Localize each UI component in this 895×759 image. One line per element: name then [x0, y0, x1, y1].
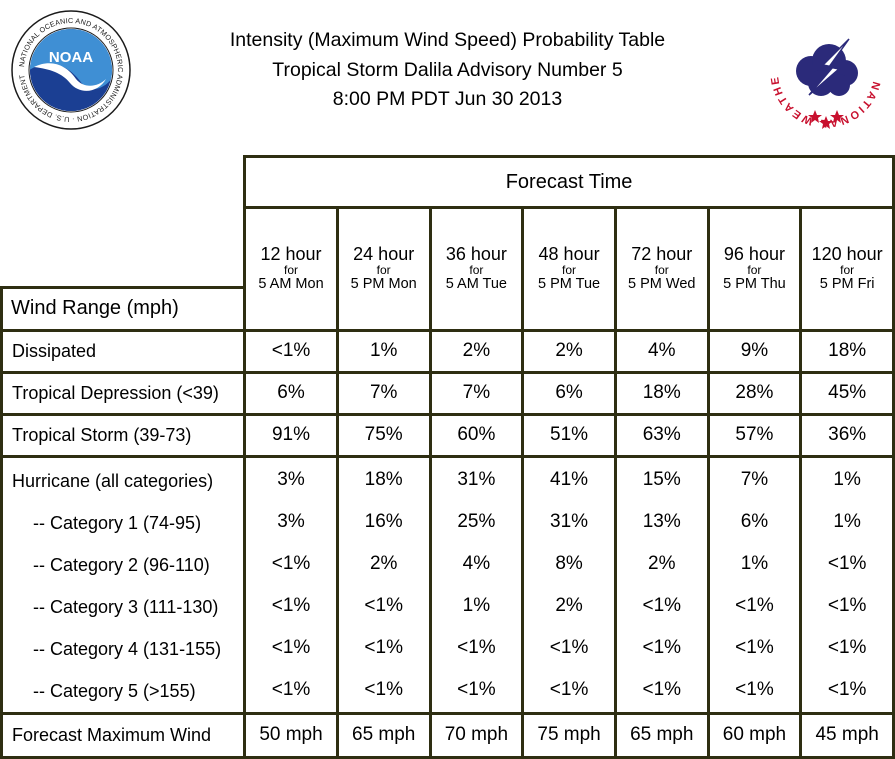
table-cell: 65 mph — [335, 711, 432, 759]
table-cell: 63% — [613, 412, 710, 458]
table-corner-2 — [2, 208, 245, 288]
hurricane-cell: 41% 31% 8% 2% <1% <1% — [521, 454, 617, 715]
table-cell: 7% — [428, 370, 525, 416]
table-cell: 2% — [521, 328, 617, 374]
table-row: Tropical Depression (<39) 6% 7% 7% 6% 18… — [0, 370, 895, 416]
table-cell: 18% — [799, 328, 895, 374]
column-header: 12 hour for 5 AM Mon — [243, 206, 339, 332]
table-cell: 91% — [243, 412, 339, 458]
table-cell: 18% — [613, 370, 710, 416]
column-header: 72 hour for 5 PM Wed — [613, 206, 710, 332]
category-5-label: -- Category 5 (>155) — [33, 680, 196, 701]
title-line-2: Tropical Storm Dalila Advisory Number 5 — [272, 58, 623, 81]
table-row: Forecast Maximum Wind 50 mph 65 mph 70 m… — [0, 711, 895, 759]
row-label: Dissipated — [0, 328, 247, 374]
page-title: Intensity (Maximum Wind Speed) Probabili… — [150, 26, 745, 115]
table-cell: 9% — [706, 328, 803, 374]
table-cell: 4% — [613, 328, 710, 374]
hurricane-cell: 18% 16% 2% <1% <1% <1% — [335, 454, 432, 715]
hurricane-cell: 31% 25% 4% 1% <1% <1% — [428, 454, 525, 715]
hurricane-cell: 7% 6% 1% <1% <1% <1% — [706, 454, 803, 715]
column-header: 120 hour for 5 PM Fri — [799, 206, 895, 332]
svg-text:NOAA: NOAA — [49, 49, 93, 66]
noaa-logo: NATIONAL OCEANIC AND ATMOSPHERIC ADMINIS… — [10, 9, 131, 130]
column-header: 48 hour for 5 PM Tue — [521, 206, 617, 332]
table-cell: 6% — [521, 370, 617, 416]
column-header: 24 hour for 5 PM Mon — [335, 206, 432, 332]
row-label: Tropical Depression (<39) — [0, 370, 247, 416]
table-corner — [2, 157, 245, 208]
category-3-label: -- Category 3 (111-130) — [33, 596, 219, 617]
column-header: 96 hour for 5 PM Thu — [706, 206, 803, 332]
category-1-label: -- Category 1 (74-95) — [33, 512, 202, 533]
row-label: Tropical Storm (39-73) — [0, 412, 247, 458]
table-cell: 70 mph — [428, 711, 525, 759]
table-cell: 60 mph — [706, 711, 803, 759]
table-cell: <1% — [243, 328, 339, 374]
title-line-3: 8:00 PM PDT Jun 30 2013 — [332, 88, 563, 110]
table-cell: 75 mph — [521, 711, 617, 759]
table-cell: 6% — [243, 370, 339, 416]
table-cell: 57% — [706, 412, 803, 458]
category-2-label: -- Category 2 (96-110) — [33, 554, 210, 575]
title-line-1: Intensity (Maximum Wind Speed) Probabili… — [229, 29, 666, 51]
table-row: Tropical Storm (39-73) 91% 75% 60% 51% 6… — [0, 412, 895, 458]
row-label: Forecast Maximum Wind — [0, 711, 247, 759]
hurricane-cell: 3% 3% <1% <1% <1% <1% — [243, 454, 339, 715]
table-cell: 1% — [335, 328, 432, 374]
table-cell: 28% — [706, 370, 803, 416]
table-cell: 75% — [335, 412, 432, 458]
category-4-label: -- Category 4 (131-155) — [33, 638, 222, 659]
table-cell: 45 mph — [799, 711, 895, 759]
probability-table: Forecast Time 12 hour for 5 AM Mon 24 hour… — [0, 155, 895, 759]
hurricane-cell: 1% 1% <1% <1% <1% <1% — [799, 454, 895, 715]
table-row-hurricane: Hurricane (all categories) -- Category 1… — [0, 454, 895, 715]
column-header: 36 hour for 5 AM Tue — [428, 206, 525, 332]
table-cell: 7% — [335, 370, 432, 416]
table-cell: 65 mph — [613, 711, 710, 759]
hurricane-cell: 15% 13% 2% <1% <1% <1% — [613, 454, 710, 715]
table-cell: 36% — [799, 412, 895, 458]
wind-range-header: Wind Range (mph) — [0, 285, 247, 332]
table-cell: 45% — [799, 370, 895, 416]
row-label-hurricane: Hurricane (all categories) -- Category 1… — [0, 454, 247, 715]
table-row: Dissipated <1% 1% 2% 2% 4% 9% 18% — [0, 328, 895, 374]
hurricane-label: Hurricane (all categories) — [12, 470, 214, 491]
table-cell: 51% — [521, 412, 617, 458]
nws-logo: NATIONAL WEATHER SERVICE — [763, 9, 887, 133]
table-cell: 2% — [428, 328, 525, 374]
table-cell: 50 mph — [243, 711, 339, 759]
forecast-time-header: Forecast Time — [243, 155, 895, 209]
table-cell: 60% — [428, 412, 525, 458]
